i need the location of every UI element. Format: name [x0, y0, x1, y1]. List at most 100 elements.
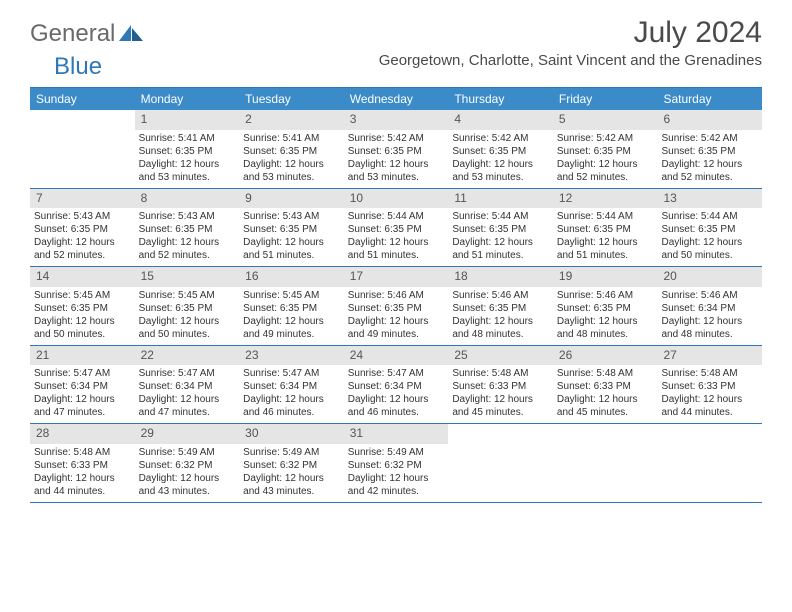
- day-number: 6: [657, 110, 762, 130]
- day-details: Sunrise: 5:41 AMSunset: 6:35 PMDaylight:…: [139, 132, 236, 184]
- day-number: 3: [344, 110, 449, 130]
- day-details: Sunrise: 5:49 AMSunset: 6:32 PMDaylight:…: [348, 446, 445, 498]
- day-details: Sunrise: 5:46 AMSunset: 6:35 PMDaylight:…: [452, 289, 549, 341]
- day-cell: 6Sunrise: 5:42 AMSunset: 6:35 PMDaylight…: [657, 110, 762, 188]
- day-details: Sunrise: 5:44 AMSunset: 6:35 PMDaylight:…: [661, 210, 758, 262]
- day-details: Sunrise: 5:43 AMSunset: 6:35 PMDaylight:…: [139, 210, 236, 262]
- day-details: Sunrise: 5:42 AMSunset: 6:35 PMDaylight:…: [661, 132, 758, 184]
- weekday-header: Monday: [135, 88, 240, 110]
- day-number: 31: [344, 424, 449, 444]
- day-number: 26: [553, 346, 658, 366]
- day-number: 5: [553, 110, 658, 130]
- day-details: Sunrise: 5:44 AMSunset: 6:35 PMDaylight:…: [557, 210, 654, 262]
- day-details: Sunrise: 5:45 AMSunset: 6:35 PMDaylight:…: [139, 289, 236, 341]
- day-number: 19: [553, 267, 658, 287]
- day-cell: 17Sunrise: 5:46 AMSunset: 6:35 PMDayligh…: [344, 267, 449, 345]
- day-cell: 19Sunrise: 5:46 AMSunset: 6:35 PMDayligh…: [553, 267, 658, 345]
- day-number: 11: [448, 189, 553, 209]
- day-details: Sunrise: 5:42 AMSunset: 6:35 PMDaylight:…: [452, 132, 549, 184]
- day-cell: 23Sunrise: 5:47 AMSunset: 6:34 PMDayligh…: [239, 346, 344, 424]
- day-details: Sunrise: 5:48 AMSunset: 6:33 PMDaylight:…: [452, 367, 549, 419]
- day-cell: 29Sunrise: 5:49 AMSunset: 6:32 PMDayligh…: [135, 424, 240, 502]
- day-number: 20: [657, 267, 762, 287]
- day-number: 8: [135, 189, 240, 209]
- day-number: 7: [30, 189, 135, 209]
- day-cell: 21Sunrise: 5:47 AMSunset: 6:34 PMDayligh…: [30, 346, 135, 424]
- day-number: 16: [239, 267, 344, 287]
- day-cell: 2Sunrise: 5:41 AMSunset: 6:35 PMDaylight…: [239, 110, 344, 188]
- day-cell: 31Sunrise: 5:49 AMSunset: 6:32 PMDayligh…: [344, 424, 449, 502]
- day-cell: [448, 424, 553, 502]
- day-cell: 12Sunrise: 5:44 AMSunset: 6:35 PMDayligh…: [553, 189, 658, 267]
- day-details: Sunrise: 5:47 AMSunset: 6:34 PMDaylight:…: [243, 367, 340, 419]
- day-number: 2: [239, 110, 344, 130]
- day-cell: 11Sunrise: 5:44 AMSunset: 6:35 PMDayligh…: [448, 189, 553, 267]
- week-row: 14Sunrise: 5:45 AMSunset: 6:35 PMDayligh…: [30, 267, 762, 346]
- day-cell: [30, 110, 135, 188]
- day-number: 10: [344, 189, 449, 209]
- day-cell: 30Sunrise: 5:49 AMSunset: 6:32 PMDayligh…: [239, 424, 344, 502]
- logo-text-general: General: [30, 20, 115, 48]
- day-cell: 24Sunrise: 5:47 AMSunset: 6:34 PMDayligh…: [344, 346, 449, 424]
- weekday-header: Tuesday: [239, 88, 344, 110]
- day-number: 22: [135, 346, 240, 366]
- weekday-header: Saturday: [657, 88, 762, 110]
- day-number: 30: [239, 424, 344, 444]
- day-cell: 25Sunrise: 5:48 AMSunset: 6:33 PMDayligh…: [448, 346, 553, 424]
- day-cell: 4Sunrise: 5:42 AMSunset: 6:35 PMDaylight…: [448, 110, 553, 188]
- day-cell: 15Sunrise: 5:45 AMSunset: 6:35 PMDayligh…: [135, 267, 240, 345]
- day-cell: 8Sunrise: 5:43 AMSunset: 6:35 PMDaylight…: [135, 189, 240, 267]
- day-cell: 14Sunrise: 5:45 AMSunset: 6:35 PMDayligh…: [30, 267, 135, 345]
- day-number: 14: [30, 267, 135, 287]
- week-row: 1Sunrise: 5:41 AMSunset: 6:35 PMDaylight…: [30, 110, 762, 189]
- title-block: July 2024 Georgetown, Charlotte, Saint V…: [379, 16, 762, 69]
- day-number: 13: [657, 189, 762, 209]
- day-number: 4: [448, 110, 553, 130]
- day-details: Sunrise: 5:44 AMSunset: 6:35 PMDaylight:…: [452, 210, 549, 262]
- day-number: 12: [553, 189, 658, 209]
- day-number: 9: [239, 189, 344, 209]
- day-details: Sunrise: 5:46 AMSunset: 6:34 PMDaylight:…: [661, 289, 758, 341]
- day-details: Sunrise: 5:49 AMSunset: 6:32 PMDaylight:…: [139, 446, 236, 498]
- day-cell: 20Sunrise: 5:46 AMSunset: 6:34 PMDayligh…: [657, 267, 762, 345]
- day-number: 29: [135, 424, 240, 444]
- day-details: Sunrise: 5:48 AMSunset: 6:33 PMDaylight:…: [34, 446, 131, 498]
- day-number: 15: [135, 267, 240, 287]
- week-row: 7Sunrise: 5:43 AMSunset: 6:35 PMDaylight…: [30, 189, 762, 268]
- day-details: Sunrise: 5:48 AMSunset: 6:33 PMDaylight:…: [557, 367, 654, 419]
- day-cell: [553, 424, 658, 502]
- day-cell: 28Sunrise: 5:48 AMSunset: 6:33 PMDayligh…: [30, 424, 135, 502]
- day-number: 28: [30, 424, 135, 444]
- day-details: Sunrise: 5:41 AMSunset: 6:35 PMDaylight:…: [243, 132, 340, 184]
- day-cell: 22Sunrise: 5:47 AMSunset: 6:34 PMDayligh…: [135, 346, 240, 424]
- weekday-header: Thursday: [448, 88, 553, 110]
- day-details: Sunrise: 5:47 AMSunset: 6:34 PMDaylight:…: [139, 367, 236, 419]
- logo: General: [30, 16, 145, 48]
- day-number: 21: [30, 346, 135, 366]
- day-cell: 3Sunrise: 5:42 AMSunset: 6:35 PMDaylight…: [344, 110, 449, 188]
- day-cell: 16Sunrise: 5:45 AMSunset: 6:35 PMDayligh…: [239, 267, 344, 345]
- day-cell: 13Sunrise: 5:44 AMSunset: 6:35 PMDayligh…: [657, 189, 762, 267]
- day-number: 1: [135, 110, 240, 130]
- day-details: Sunrise: 5:45 AMSunset: 6:35 PMDaylight:…: [34, 289, 131, 341]
- day-cell: 1Sunrise: 5:41 AMSunset: 6:35 PMDaylight…: [135, 110, 240, 188]
- day-details: Sunrise: 5:47 AMSunset: 6:34 PMDaylight:…: [34, 367, 131, 419]
- day-details: Sunrise: 5:49 AMSunset: 6:32 PMDaylight:…: [243, 446, 340, 498]
- day-cell: 9Sunrise: 5:43 AMSunset: 6:35 PMDaylight…: [239, 189, 344, 267]
- day-details: Sunrise: 5:44 AMSunset: 6:35 PMDaylight:…: [348, 210, 445, 262]
- weekday-header-row: SundayMondayTuesdayWednesdayThursdayFrid…: [30, 88, 762, 110]
- location-text: Georgetown, Charlotte, Saint Vincent and…: [379, 52, 762, 69]
- day-number: 17: [344, 267, 449, 287]
- day-cell: 10Sunrise: 5:44 AMSunset: 6:35 PMDayligh…: [344, 189, 449, 267]
- weekday-header: Sunday: [30, 88, 135, 110]
- day-details: Sunrise: 5:42 AMSunset: 6:35 PMDaylight:…: [557, 132, 654, 184]
- day-details: Sunrise: 5:42 AMSunset: 6:35 PMDaylight:…: [348, 132, 445, 184]
- week-row: 28Sunrise: 5:48 AMSunset: 6:33 PMDayligh…: [30, 424, 762, 503]
- month-title: July 2024: [379, 16, 762, 50]
- day-number: 24: [344, 346, 449, 366]
- day-details: Sunrise: 5:47 AMSunset: 6:34 PMDaylight:…: [348, 367, 445, 419]
- weekday-header: Friday: [553, 88, 658, 110]
- day-details: Sunrise: 5:46 AMSunset: 6:35 PMDaylight:…: [348, 289, 445, 341]
- day-details: Sunrise: 5:45 AMSunset: 6:35 PMDaylight:…: [243, 289, 340, 341]
- day-cell: 26Sunrise: 5:48 AMSunset: 6:33 PMDayligh…: [553, 346, 658, 424]
